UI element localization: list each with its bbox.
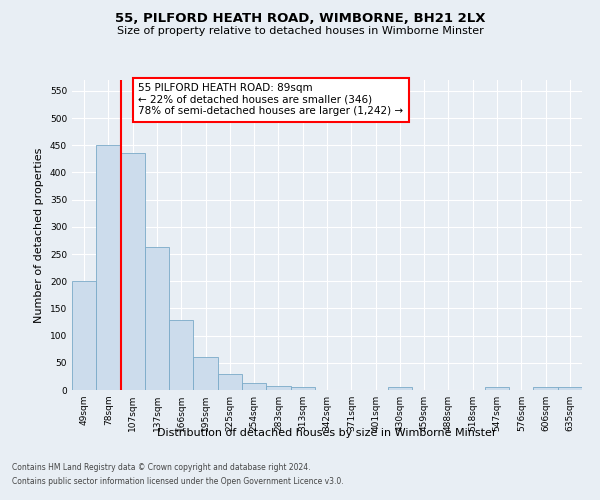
Text: Contains HM Land Registry data © Crown copyright and database right 2024.: Contains HM Land Registry data © Crown c… <box>12 464 311 472</box>
Y-axis label: Number of detached properties: Number of detached properties <box>34 148 44 322</box>
Text: Distribution of detached houses by size in Wimborne Minster: Distribution of detached houses by size … <box>157 428 497 438</box>
Bar <box>169 320 193 390</box>
Bar <box>218 374 242 390</box>
Bar <box>121 154 145 390</box>
Bar <box>72 281 96 390</box>
Bar <box>266 386 290 390</box>
Bar <box>388 388 412 390</box>
Text: 55 PILFORD HEATH ROAD: 89sqm
← 22% of detached houses are smaller (346)
78% of s: 55 PILFORD HEATH ROAD: 89sqm ← 22% of de… <box>139 83 403 116</box>
Bar <box>485 388 509 390</box>
Text: 55, PILFORD HEATH ROAD, WIMBORNE, BH21 2LX: 55, PILFORD HEATH ROAD, WIMBORNE, BH21 2… <box>115 12 485 26</box>
Bar <box>533 388 558 390</box>
Bar <box>96 146 121 390</box>
Bar <box>145 247 169 390</box>
Text: Contains public sector information licensed under the Open Government Licence v3: Contains public sector information licen… <box>12 477 344 486</box>
Bar <box>558 388 582 390</box>
Bar <box>193 358 218 390</box>
Text: Size of property relative to detached houses in Wimborne Minster: Size of property relative to detached ho… <box>116 26 484 36</box>
Bar <box>242 383 266 390</box>
Bar <box>290 388 315 390</box>
